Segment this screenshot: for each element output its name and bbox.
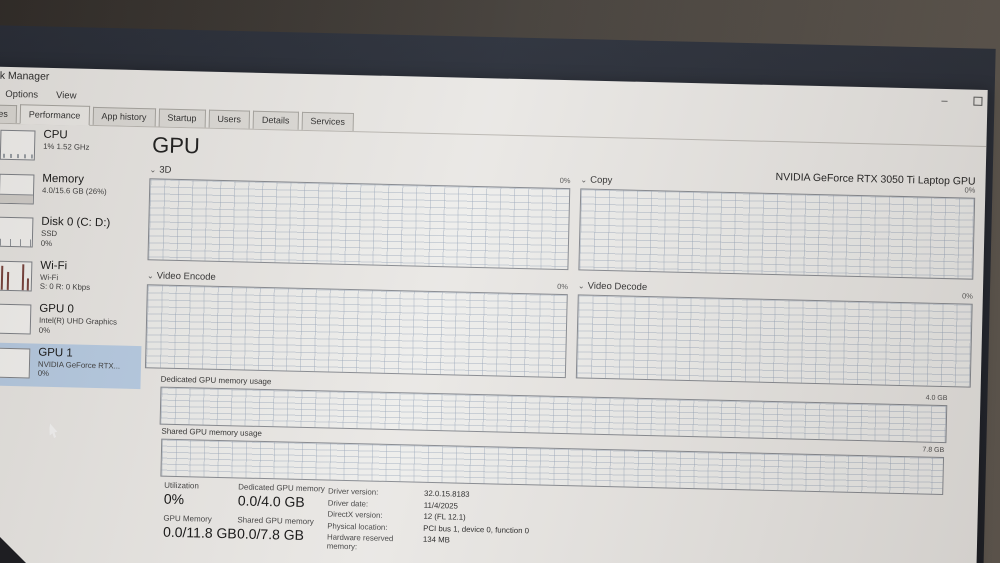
bezel-corner bbox=[0, 537, 26, 563]
chevron-down-icon[interactable]: ⌄ bbox=[577, 281, 585, 291]
tab-details[interactable]: Details bbox=[252, 110, 299, 130]
sidebar-item-disk0[interactable]: Disk 0 (C: D:) SSD 0% bbox=[0, 211, 145, 259]
chart-decode-plot[interactable] bbox=[575, 294, 973, 388]
chart-encode-value: 0% bbox=[557, 281, 569, 292]
task-manager-window: k Manager – Options View esses Performan… bbox=[0, 66, 988, 563]
page-title: GPU bbox=[151, 132, 201, 159]
maximize-icon[interactable] bbox=[973, 96, 983, 106]
detail-label: Driver version: bbox=[327, 486, 379, 497]
wifi-throughput: S: 0 R: 0 Kbps bbox=[39, 281, 91, 292]
dedicated-memory-max: 4.0 GB bbox=[925, 394, 948, 403]
performance-content: CPU 1% 1.52 GHz Memory 4.0/15.6 GB (26%)… bbox=[0, 124, 986, 563]
chevron-down-icon[interactable]: ⌄ bbox=[147, 271, 154, 281]
chart-copy-value: 0% bbox=[964, 185, 976, 195]
shared-memory-max: 7.8 GB bbox=[922, 446, 945, 455]
gpu0-mini-chart bbox=[0, 303, 32, 335]
tab-processes[interactable]: esses bbox=[0, 103, 18, 124]
chart-copy-label: Copy bbox=[590, 174, 613, 187]
gpu-panel: GPU NVIDIA GeForce RTX 3050 Ti Laptop GP… bbox=[135, 128, 986, 563]
tab-app-history[interactable]: App history bbox=[92, 106, 156, 127]
sidebar-item-cpu[interactable]: CPU 1% 1.52 GHz bbox=[0, 124, 147, 172]
performance-sidebar: CPU 1% 1.52 GHz Memory 4.0/15.6 GB (26%)… bbox=[0, 124, 147, 563]
detail-label: Driver date: bbox=[327, 498, 369, 508]
tab-performance[interactable]: Performance bbox=[19, 104, 90, 126]
stat-dedicated-memory: Dedicated GPU memory 0.0/4.0 GB bbox=[237, 482, 325, 511]
chart-video-decode: ⌄ Video Decode 0% bbox=[575, 280, 973, 388]
disk-usage: 0% bbox=[40, 238, 53, 248]
stat-utilization: Utilization 0% bbox=[163, 480, 199, 508]
chart-video-encode: ⌄ Video Encode 0% bbox=[144, 270, 569, 379]
gpu1-mini-chart bbox=[0, 347, 31, 378]
tab-users[interactable]: Users bbox=[208, 109, 251, 129]
driver-details: Driver version: 32.0.15.8183 Driver date… bbox=[327, 487, 758, 561]
chevron-down-icon[interactable]: ⌄ bbox=[580, 175, 588, 185]
sidebar-item-memory[interactable]: Memory 4.0/15.6 GB (26%) bbox=[0, 167, 146, 215]
sidebar-item-gpu0[interactable]: GPU 0 Intel(R) UHD Graphics 0% bbox=[0, 298, 142, 346]
chart-3d-label: 3D bbox=[159, 164, 172, 176]
wifi-mini-chart bbox=[0, 260, 33, 292]
detail-label: DirectX version: bbox=[327, 509, 383, 520]
chart-3d-value: 0% bbox=[559, 175, 571, 186]
cpu-stats: 1% 1.52 GHz bbox=[43, 141, 90, 152]
memory-label: Memory bbox=[42, 172, 85, 186]
detail-label: Hardware reserved memory: bbox=[326, 532, 394, 552]
disk-mini-chart bbox=[0, 216, 34, 248]
stat-shared-memory: Shared GPU memory 0.0/7.8 GB bbox=[236, 515, 314, 543]
minimize-icon[interactable]: – bbox=[941, 94, 948, 108]
gpu1-name: NVIDIA GeForce RTX... bbox=[37, 359, 121, 371]
wifi-label: Wi-Fi bbox=[40, 259, 68, 272]
chart-encode-plot[interactable] bbox=[144, 284, 568, 379]
chart-encode-label: Video Encode bbox=[156, 270, 216, 283]
chart-3d: ⌄ 3D 0% bbox=[147, 164, 571, 271]
tab-services[interactable]: Services bbox=[301, 111, 355, 132]
chart-decode-value: 0% bbox=[961, 291, 973, 301]
shared-memory-label: Shared GPU memory usage bbox=[161, 426, 263, 438]
chart-copy-plot[interactable] bbox=[578, 188, 976, 280]
gpu0-usage: 0% bbox=[38, 325, 51, 335]
chart-decode-label: Video Decode bbox=[587, 280, 648, 294]
cpu-label: CPU bbox=[43, 128, 68, 142]
menu-options[interactable]: Options bbox=[5, 88, 39, 101]
gpu0-name: Intel(R) UHD Graphics bbox=[38, 315, 118, 327]
tab-startup[interactable]: Startup bbox=[158, 108, 206, 128]
stat-gpu-memory: GPU Memory 0.0/11.8 GB bbox=[162, 513, 237, 542]
menu-view[interactable]: View bbox=[55, 89, 77, 102]
chart-3d-plot[interactable] bbox=[147, 178, 571, 271]
gpu1-usage: 0% bbox=[37, 368, 50, 378]
dedicated-memory-label: Dedicated GPU memory usage bbox=[160, 374, 272, 387]
chevron-down-icon[interactable]: ⌄ bbox=[149, 165, 157, 175]
memory-stats: 4.0/15.6 GB (26%) bbox=[41, 185, 107, 196]
sidebar-item-wifi[interactable]: Wi-Fi Wi-Fi S: 0 R: 0 Kbps bbox=[0, 254, 144, 302]
memory-mini-chart bbox=[0, 173, 35, 205]
sidebar-item-gpu1[interactable]: GPU 1 NVIDIA GeForce RTX... 0% bbox=[0, 341, 142, 390]
gpu1-label: GPU 1 bbox=[38, 346, 73, 359]
detail-label: Physical location: bbox=[327, 521, 388, 532]
chart-copy: ⌄ Copy 0% bbox=[578, 174, 976, 280]
window-title: k Manager bbox=[0, 69, 50, 83]
cpu-mini-chart bbox=[0, 129, 36, 161]
